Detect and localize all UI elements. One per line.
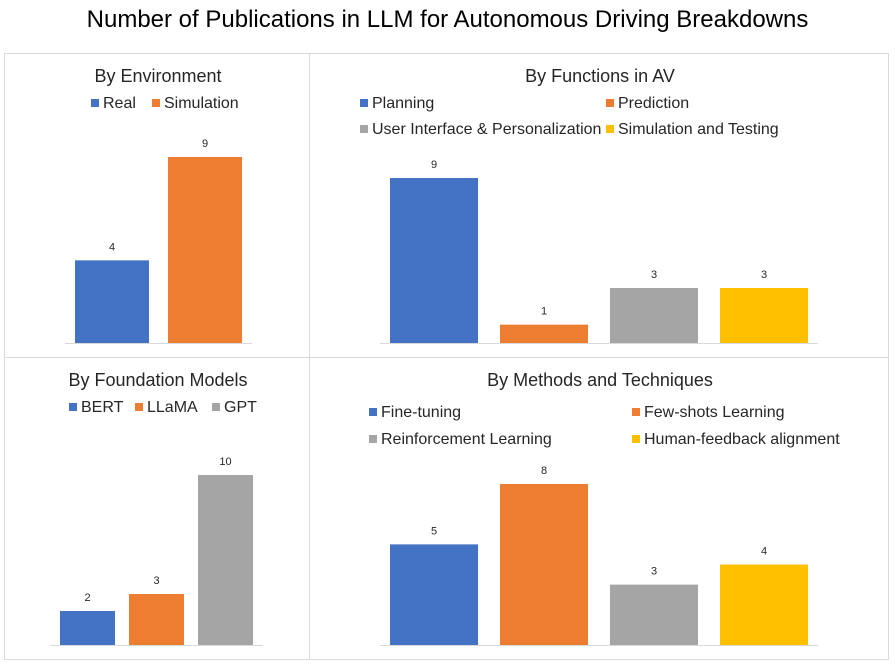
legend-swatch-user-interface-personalization: [360, 125, 368, 133]
legend-swatch-llama: [135, 403, 143, 411]
data-label-human-feedback-alignment: 4: [761, 546, 767, 558]
legend-swatch-reinforcement-learning: [369, 435, 377, 443]
data-label-real: 4: [109, 241, 115, 253]
legend-swatch-human-feedback-alignment: [632, 435, 640, 443]
data-label-few-shots-learning: 8: [541, 465, 547, 477]
panel-by-functions: By Functions in AV Planning 9 Prediction 1 Us…: [309, 53, 889, 358]
legend-label-reinforcement-learning: Reinforcement Learning: [381, 431, 552, 448]
figure-title: Number of Publications in LLM for Autono…: [86, 6, 809, 33]
chart-title: By Foundation Models: [68, 370, 247, 390]
data-label-planning: 9: [431, 159, 437, 171]
legend-label-gpt: GPT: [224, 399, 257, 416]
legend-label-planning: Planning: [372, 95, 434, 112]
legend-swatch-simulation: [152, 99, 160, 107]
chart-svg: By Functions in AV Planning 9 Prediction 1 Us…: [360, 66, 818, 344]
bar-simulation: [168, 157, 242, 343]
data-label-simulation: 9: [202, 138, 208, 150]
legend-label-fine-tuning: Fine-tuning: [381, 404, 461, 421]
bar-prediction: [500, 324, 588, 343]
bar-planning: [390, 178, 478, 343]
legend-swatch-gpt: [212, 403, 220, 411]
legend-label-prediction: Prediction: [618, 95, 689, 112]
chart-title: By Functions in AV: [525, 66, 675, 86]
bar-user-interface-personalization: [610, 288, 698, 343]
data-label-simulation-and-testing: 3: [761, 269, 767, 281]
legend-swatch-simulation-and-testing: [606, 125, 614, 133]
legend-label-simulation: Simulation: [164, 95, 239, 112]
legend-label-llama: LLaMA: [147, 399, 198, 416]
chart-svg: By Methods and Techniques Fine-tuning 5 Few…: [369, 370, 840, 646]
bar-real: [75, 260, 149, 343]
legend-swatch-bert: [69, 403, 77, 411]
legend-label-few-shots-learning: Few-shots Learning: [644, 404, 785, 421]
data-label-reinforcement-learning: 3: [651, 566, 657, 578]
legend-label-simulation-and-testing: Simulation and Testing: [618, 121, 779, 138]
data-label-fine-tuning: 5: [431, 525, 437, 537]
panel-by-methods: By Methods and Techniques Fine-tuning 5 Few…: [309, 357, 889, 660]
chart-svg: By Environment Real 4 Simulation 9: [65, 66, 252, 344]
panel-by-foundation-models: By Foundation Models BERT 2 LLaMA 3 GPT 10: [4, 357, 310, 660]
chart-title: By Methods and Techniques: [487, 370, 713, 390]
bar-bert: [60, 611, 115, 645]
bar-human-feedback-alignment: [720, 564, 808, 645]
legend-swatch-planning: [360, 99, 368, 107]
data-label-gpt: 10: [219, 456, 231, 468]
bar-gpt: [198, 475, 253, 645]
bar-fine-tuning: [390, 544, 478, 645]
legend-swatch-fine-tuning: [369, 408, 377, 416]
bar-few-shots-learning: [500, 484, 588, 645]
data-label-bert: 2: [84, 592, 90, 604]
bar-simulation-and-testing: [720, 288, 808, 343]
legend-label-real: Real: [103, 95, 136, 112]
legend-swatch-few-shots-learning: [632, 408, 640, 416]
data-label-user-interface-personalization: 3: [651, 269, 657, 281]
chart-svg: By Foundation Models BERT 2 LLaMA 3 GPT 10: [50, 370, 263, 646]
legend-swatch-prediction: [606, 99, 614, 107]
data-label-prediction: 1: [541, 306, 547, 318]
legend-swatch-real: [91, 99, 99, 107]
legend-label-human-feedback-alignment: Human-feedback alignment: [644, 431, 840, 448]
bar-reinforcement-learning: [610, 584, 698, 645]
data-label-llama: 3: [153, 575, 159, 587]
legend-label-user-interface-personalization: User Interface & Personalization: [372, 121, 601, 138]
panel-by-environment: By Environment Real 4 Simulation 9: [4, 53, 310, 358]
chart-title: By Environment: [94, 66, 221, 86]
bar-llama: [129, 594, 184, 645]
legend-label-bert: BERT: [81, 399, 124, 416]
